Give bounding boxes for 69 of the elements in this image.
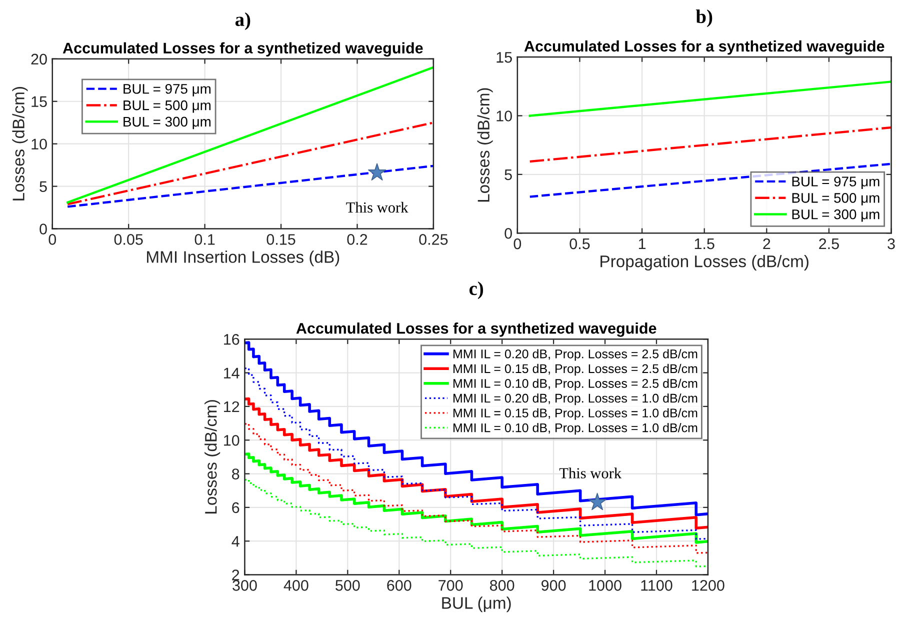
x-tick-label: 0 <box>514 238 522 250</box>
x-tick-label: 2 <box>763 238 770 250</box>
legend-label: BUL = 500 μm <box>124 100 210 113</box>
x-tick-label: 400 <box>284 580 308 591</box>
y-axis-title: Losses (dB/cm) <box>477 88 493 202</box>
x-tick-label: 1100 <box>641 580 672 591</box>
y-tick-label: 6 <box>232 502 240 514</box>
x-axis-title: Propagation Losses (dB/cm) <box>600 255 808 271</box>
y-tick-label: 0 <box>40 224 47 234</box>
annotation: This work <box>559 468 622 478</box>
legend-label: MMI IL = 0.15 dB, Prop. Losses = 2.5 dB/cm <box>454 364 698 376</box>
x-tick-label: 1 <box>638 238 646 250</box>
y-tick-label: 15 <box>32 96 47 108</box>
annotation: This work <box>346 202 408 213</box>
x-tick-label: 0.5 <box>570 238 590 250</box>
y-tick-label: 15 <box>496 52 512 63</box>
y-tick-label: 10 <box>32 138 47 150</box>
text: b) <box>696 9 712 28</box>
text: a) <box>235 12 250 30</box>
x-tick-label: 0.1 <box>194 234 215 245</box>
chart-title: Accumulated Losses for a synthetized waveguide <box>62 42 423 57</box>
x-tick-label: 1200 <box>692 580 724 591</box>
x-tick-label: 3 <box>888 238 895 250</box>
legend-label: BUL = 975 μm <box>124 84 210 96</box>
legend-label: BUL = 500 μm <box>792 193 880 206</box>
y-tick-label: 5 <box>40 181 47 192</box>
legend-label: BUL = 300 μm <box>124 116 210 130</box>
legend-label: MMI IL = 0.15 dB, Prop. Losses = 1.0 dB/cm <box>454 408 698 420</box>
legend-label: MMI IL = 0.10 dB, Prop. Losses = 1.0 dB/cm <box>454 423 698 435</box>
x-tick-label: 600 <box>387 580 412 591</box>
x-tick-label: 700 <box>438 580 463 591</box>
line-series <box>244 478 708 568</box>
line-series <box>244 452 708 544</box>
legend-label: MMI IL = 0.20 dB, Prop. Losses = 2.5 dB/cm <box>454 349 698 361</box>
y-tick-label: 5 <box>504 169 512 180</box>
x-axis-title: BUL (μm) <box>442 596 511 612</box>
x-tick-label: 0.2 <box>347 234 368 245</box>
x-tick-label: 500 <box>336 580 360 591</box>
x-tick-label: 0.15 <box>266 234 296 245</box>
x-tick-label: 1000 <box>589 580 622 591</box>
y-tick-label: 20 <box>31 54 47 65</box>
x-tick-label: 0 <box>48 234 56 245</box>
legend-label: MMI IL = 0.10 dB, Prop. Losses = 2.5 dB/cm <box>454 378 698 390</box>
y-tick-label: 16 <box>224 334 240 345</box>
y-axis-title: Losses (dB/cm) <box>12 86 28 200</box>
x-tick-label: 1.5 <box>694 238 714 250</box>
chart-title: Accumulated Losses for a synthetized waveguide <box>524 40 884 55</box>
y-tick-label: 10 <box>496 110 512 122</box>
y-tick-label: 10 <box>224 434 240 446</box>
x-tick-label: 0.25 <box>419 234 448 245</box>
y-tick-label: 14 <box>224 368 240 378</box>
line-series <box>244 341 708 516</box>
x-tick-label: 300 <box>232 580 257 591</box>
legend-label: BUL = 300 μm <box>792 209 880 222</box>
line-series <box>244 422 708 554</box>
y-tick-label: 8 <box>232 468 240 480</box>
x-tick-label: 900 <box>542 580 566 591</box>
text: c) <box>469 281 484 300</box>
x-tick-label: 2.5 <box>819 238 839 250</box>
y-tick-label: 12 <box>224 401 240 412</box>
legend-label: MMI IL = 0.20 dB, Prop. Losses = 1.0 dB/cm <box>454 393 698 406</box>
legend-label: BUL = 975 μm <box>792 176 880 189</box>
chart-title: Accumulated Losses for a synthetized waveguide <box>296 322 656 337</box>
y-axis-title: Losses (dB/cm) <box>204 400 220 514</box>
x-tick-label: 0.05 <box>114 234 143 245</box>
y-tick-label: 2 <box>232 570 240 580</box>
x-tick-label: 800 <box>490 580 514 591</box>
x-axis-title: MMI Insertion Losses (dB) <box>147 250 340 266</box>
y-tick-label: 4 <box>232 536 240 547</box>
